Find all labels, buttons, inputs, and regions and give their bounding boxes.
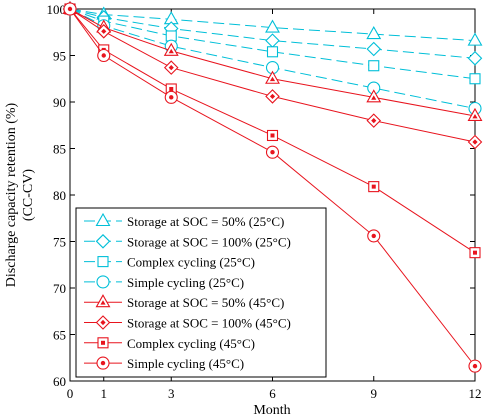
data-point-fill: [371, 95, 377, 100]
data-point: [467, 32, 483, 46]
x-tick-label: 0: [67, 386, 74, 401]
data-point-fill: [269, 76, 276, 82]
data-point: [366, 41, 382, 57]
x-tick-label: 1: [101, 386, 108, 401]
y-tick-label: 60: [53, 374, 66, 389]
series-line: [69, 8, 476, 80]
data-point-fill: [472, 139, 478, 145]
x-axis-title: Month: [253, 403, 290, 418]
legend-marker-fill: [100, 360, 106, 366]
data-point-fill: [101, 28, 107, 34]
series-layer: [62, 0, 483, 373]
series-line: [69, 8, 476, 42]
data-point: [467, 51, 483, 66]
legend: Storage at SOC = 50% (25°C) Storage at SO…: [75, 207, 327, 378]
series-line: [69, 8, 476, 143]
data-point-fill: [169, 86, 174, 91]
data-point-fill: [371, 233, 376, 239]
data-point-fill: [270, 133, 275, 138]
legend-marker: [96, 275, 110, 289]
legend-marker-fill: [100, 300, 106, 305]
legend-label: Complex cycling (25°C): [127, 255, 255, 270]
series-line: [69, 8, 476, 254]
y-tick-label: 95: [53, 49, 66, 64]
y-tick-label: 80: [53, 188, 66, 203]
y-tick-label: 70: [53, 281, 66, 296]
legend-label: Simple cycling (45°C): [127, 356, 244, 371]
legend-label: Storage at SOC = 100% (25°C): [127, 234, 291, 249]
series-line: [69, 8, 476, 367]
legend-marker: [95, 212, 111, 227]
data-point-fill: [473, 250, 477, 255]
data-point: [469, 73, 481, 85]
data-point: [265, 19, 280, 33]
x-tick-label: 9: [371, 386, 378, 401]
legend-marker: [95, 234, 111, 249]
x-tick-label: 6: [269, 386, 276, 401]
series-8: [63, 2, 482, 373]
legend-box: [75, 207, 327, 378]
y-tick-label: 85: [53, 142, 66, 157]
data-point: [266, 46, 279, 58]
legend-label: Complex cycling (45°C): [127, 336, 255, 351]
legend-label: Simple cycling (25°C): [127, 275, 244, 290]
data-point-fill: [472, 113, 478, 119]
data-point: [368, 60, 380, 72]
data-point-fill: [371, 118, 377, 124]
data-point: [165, 30, 177, 42]
y-axis-ticks: 60 65 70 75 80 85 90 95 100: [47, 2, 475, 389]
y-tick-label: 90: [53, 95, 66, 110]
data-point-fill: [101, 53, 106, 58]
x-tick-label: 12: [469, 386, 482, 401]
data-point-fill: [371, 184, 376, 189]
legend-label: Storage at SOC = 50% (25°C): [127, 214, 284, 229]
y-tick-label: 65: [53, 328, 66, 343]
data-point-fill: [472, 363, 478, 369]
legend-marker-fill: [100, 319, 106, 326]
y-tick-label: 100: [47, 2, 67, 17]
legend-marker-fill: [101, 340, 105, 345]
x-axis-ticks: 0 1 3 6 9 12: [67, 9, 482, 401]
y-axis-title-line2: (CC-CV): [21, 169, 36, 221]
x-tick-label: 3: [168, 386, 175, 401]
data-point-fill: [269, 93, 276, 100]
data-point-fill: [270, 150, 275, 155]
series-line: [69, 8, 476, 59]
data-point-fill: [168, 48, 174, 54]
legend-label: Storage at SOC = 50% (45°C): [127, 295, 284, 310]
y-tick-label: 75: [53, 235, 66, 250]
data-point-fill: [169, 95, 174, 100]
y-axis-title: Discharge capacity retention (%): [4, 102, 19, 287]
legend-label: Storage at SOC = 100% (45°C): [127, 316, 291, 331]
data-point-fill: [168, 64, 174, 71]
data-point-fill: [67, 6, 73, 12]
legend-marker: [97, 256, 109, 268]
data-point: [366, 25, 382, 40]
series-line: [69, 8, 476, 117]
series-6: [62, 1, 483, 150]
